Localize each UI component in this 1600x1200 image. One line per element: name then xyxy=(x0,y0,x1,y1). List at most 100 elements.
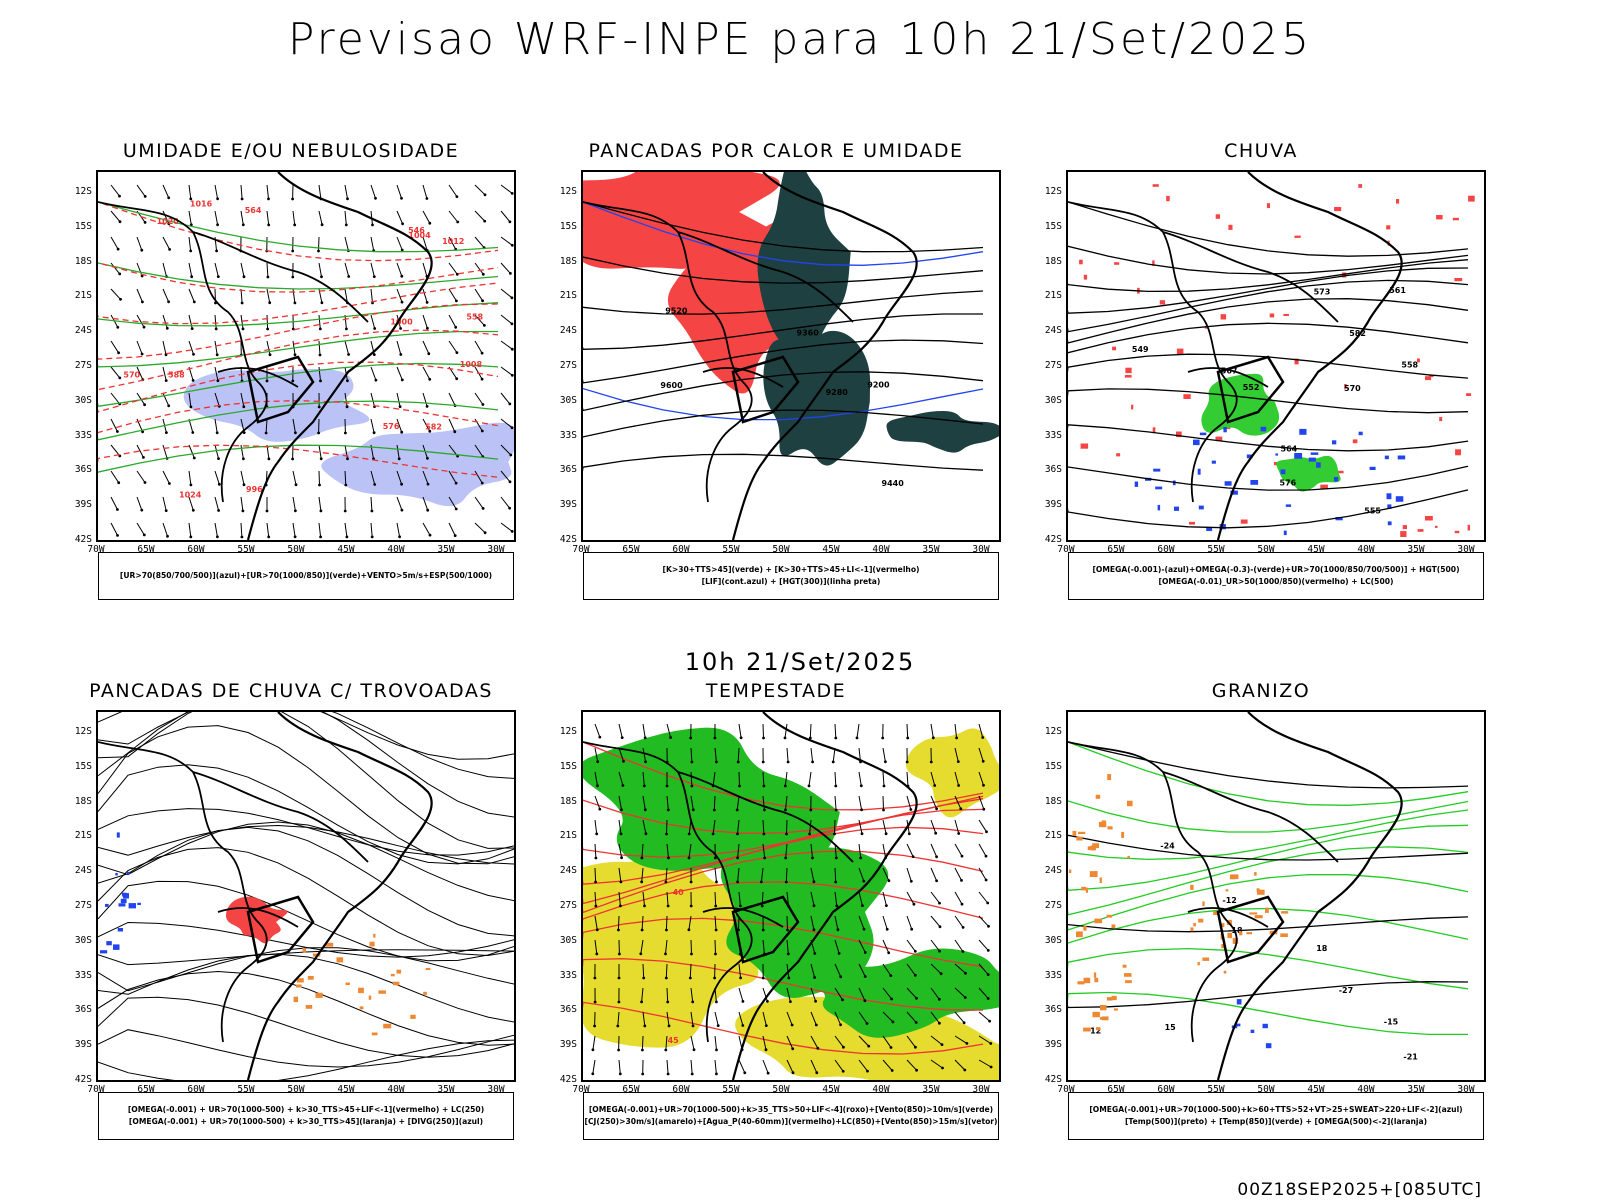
omega-500-orange-area xyxy=(1099,877,1102,883)
wind-vector-head xyxy=(189,249,193,253)
panel-legend: [OMEGA(-0.001) + UR>70(1000-500) + k>30_… xyxy=(98,1092,514,1140)
coastline xyxy=(246,172,433,540)
wind-vector-head xyxy=(317,249,320,253)
wind-vector xyxy=(500,418,513,429)
streamline xyxy=(98,821,514,902)
thunderstorm-orange-area xyxy=(410,1014,416,1019)
wind-vector xyxy=(834,723,837,739)
wind-vector xyxy=(978,1011,990,1022)
thunderstorm-orange-area xyxy=(393,981,400,986)
wind-vector-head xyxy=(192,300,196,304)
wind-vector-head xyxy=(428,377,432,381)
wind-vector-head xyxy=(939,972,943,976)
wind-vector xyxy=(906,987,917,999)
omega-ur-rain-area xyxy=(1436,215,1443,220)
wind-vector-head xyxy=(320,223,324,227)
wind-vector-head xyxy=(117,481,121,485)
wind-vector-head xyxy=(644,832,648,836)
wind-vector-head xyxy=(455,351,459,354)
wind-vector-head xyxy=(241,509,245,513)
wind-vector-head xyxy=(811,856,814,860)
wind-vector-head xyxy=(831,760,835,764)
divergence-blue-area xyxy=(126,871,130,875)
wind-vector xyxy=(500,210,511,223)
omega-500-orange-area xyxy=(1227,932,1232,939)
omega-500-orange-area xyxy=(1089,871,1098,877)
thunderstorm-orange-area xyxy=(425,967,431,971)
omega-blue-area xyxy=(1155,486,1163,490)
omega-500-orange-area xyxy=(1221,923,1225,928)
omega-ur-rain-area xyxy=(1125,367,1132,374)
lat-tick-label: 21S xyxy=(1044,830,1062,842)
omega-500-orange-area xyxy=(1231,874,1239,880)
wind-vector xyxy=(738,1011,744,1026)
contour-label: 564 xyxy=(245,206,262,215)
wind-vector xyxy=(422,496,429,511)
lon-tick-label: 50W xyxy=(772,544,790,555)
omega-500-orange-area xyxy=(1111,924,1116,928)
omega-500-orange-area xyxy=(1083,977,1091,984)
contour-label: -24 xyxy=(1160,841,1175,850)
wind-vector xyxy=(188,496,194,511)
wind-vector xyxy=(422,366,431,380)
wind-vector xyxy=(906,891,915,905)
lat-tick-label: 27S xyxy=(559,360,577,371)
omega-ur-rain-area xyxy=(1320,484,1328,490)
lon-tick-label: 70W xyxy=(1057,544,1075,555)
wind-vector-head xyxy=(691,1024,695,1028)
wind-vector-head xyxy=(189,197,193,201)
lat-tick-label: 39S xyxy=(74,499,92,511)
wind-vector xyxy=(396,366,403,381)
wind-vector-head xyxy=(510,322,514,326)
wind-vector xyxy=(737,819,740,834)
omega-500-orange-area xyxy=(1190,884,1194,890)
wind-vector-head xyxy=(167,300,170,304)
wind-vector xyxy=(266,288,271,303)
wind-vector xyxy=(954,771,960,786)
wind-vector-head xyxy=(791,1071,795,1075)
wind-vector-head xyxy=(266,327,269,331)
wind-vector xyxy=(110,392,121,405)
omega-blue-area xyxy=(1153,468,1161,472)
lat-tick-label: 30S xyxy=(1044,934,1062,946)
wind-vector xyxy=(188,392,192,407)
wind-vector-head xyxy=(320,275,323,279)
wind-vector-head xyxy=(191,379,195,382)
wind-vector-head xyxy=(373,327,377,330)
rio-grande-do-sul-outline xyxy=(1216,895,1285,964)
lon-tick-label: 55W xyxy=(1207,1084,1225,1095)
lon-tick-label: 70W xyxy=(572,544,590,555)
wind-vector xyxy=(214,496,220,511)
wind-vector xyxy=(396,340,402,355)
wind-vector xyxy=(786,1035,794,1050)
panel-thunderstorm-showers: PANCADAS DE CHUVA C/ TROVOADAS 12S 15S 18S 2… xyxy=(56,680,526,1160)
streamline xyxy=(98,947,514,992)
wind-vector xyxy=(396,496,403,511)
mid-title: 10h 21/Set/2025 xyxy=(684,648,916,676)
omega-ur-rain-area xyxy=(1114,262,1120,265)
lat-tick-label: 30S xyxy=(74,934,92,946)
contour-label: 40 xyxy=(673,888,685,897)
thunderstorm-orange-area xyxy=(307,976,314,980)
wind-vector xyxy=(474,392,484,405)
wind-vector-head xyxy=(938,949,941,953)
omega-blue-area xyxy=(1157,504,1161,511)
wind-vector xyxy=(422,392,428,407)
wind-vector-head xyxy=(762,784,766,788)
wind-vector-head xyxy=(426,326,429,330)
wind-vector xyxy=(762,1011,767,1026)
hgt-500-contour xyxy=(1068,465,1469,491)
wind-vector-head xyxy=(929,760,933,764)
temp-500-contour xyxy=(1068,916,1469,933)
wind-vector xyxy=(136,288,143,303)
omega-ur-rain-area xyxy=(1334,207,1342,212)
wind-vector xyxy=(162,392,170,407)
lat-tick-label: 36S xyxy=(74,464,92,476)
wind-vector xyxy=(714,747,717,762)
wind-vector-head xyxy=(640,856,644,860)
wind-vector xyxy=(474,210,486,222)
wind-vector xyxy=(954,795,962,810)
wind-vector xyxy=(690,795,694,810)
wind-vector xyxy=(318,522,322,537)
hail-blue-area xyxy=(1250,1029,1255,1033)
